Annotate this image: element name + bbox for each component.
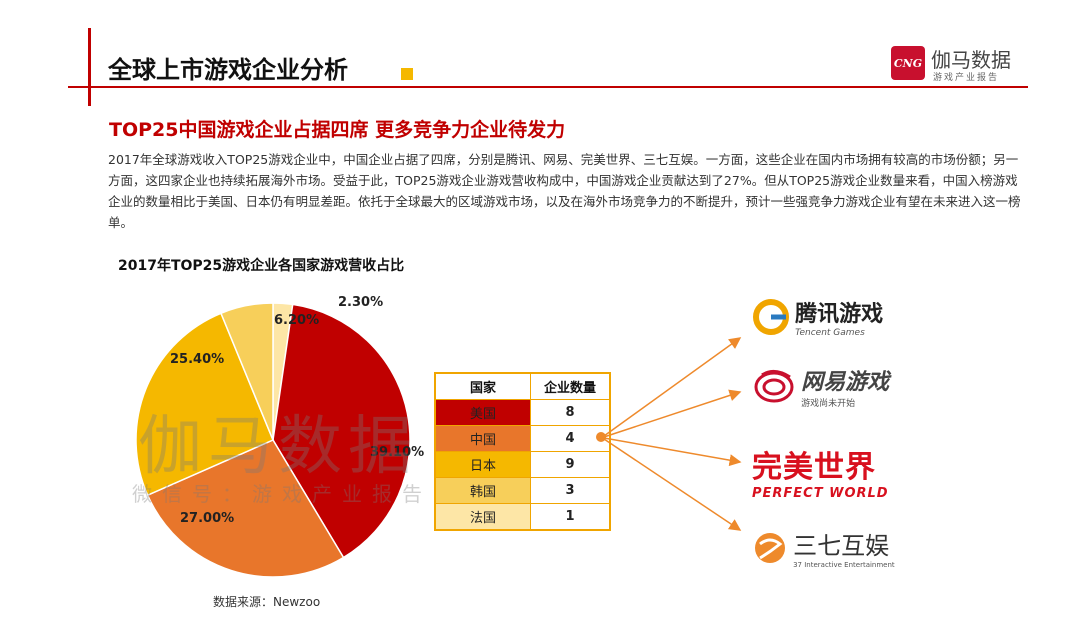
arrow-to-37 — [603, 438, 742, 531]
table-header-country: 国家 — [434, 372, 531, 400]
cng-logo-icon: CNG — [891, 46, 925, 80]
watermark-text: 伽马数据 — [138, 410, 418, 484]
china-row-dot — [596, 432, 606, 442]
pie-slice-label: 25.40% — [170, 352, 224, 367]
table-cell-country: 美国 — [434, 399, 531, 426]
country-company-table: 国家 企业数量 美国 8 中国 4 日本 9 韩国 3 法国 1 — [434, 372, 611, 531]
gamma-data-logo: CNG 伽马数据 游戏产业报告 — [891, 44, 1031, 84]
table-cell-country: 中国 — [434, 425, 531, 452]
section-subtitle: TOP25中国游戏企业占据四席 更多竞争力企业待发力 — [109, 119, 566, 141]
arrow-to-tencent — [603, 337, 742, 437]
37-brand-name: 三七互娱 — [793, 532, 890, 560]
37-logo-icon — [755, 532, 785, 563]
arrow-to-perfect-world — [603, 437, 742, 467]
header-accent-bar — [88, 28, 91, 106]
logo-subtitle: 游戏产业报告 — [933, 73, 1000, 83]
table-row: 韩国 3 — [434, 477, 611, 504]
table-row: 美国 8 — [434, 399, 611, 426]
netease-brand-name: 网易游戏 — [801, 370, 890, 395]
table-row: 中国 4 — [434, 425, 611, 452]
tencent-brand-name: 腾讯游戏 — [795, 302, 884, 327]
page-title: 全球上市游戏企业分析 — [108, 56, 348, 84]
pie-slice — [219, 302, 274, 441]
37-brand-sub: 37 Interactive Entertainment — [793, 561, 895, 569]
perfect-world-logo: 完美世界 PERFECT WORLD — [752, 442, 889, 501]
table-cell-country: 韩国 — [434, 477, 531, 504]
watermark-subtext: 微信号：游戏产业报告 — [132, 482, 432, 506]
37-interactive-logo: 三七互娱 37 Interactive Entertainment — [752, 526, 895, 569]
header-divider — [68, 86, 1028, 88]
table-cell-count: 1 — [530, 503, 611, 531]
pie-chart-title: 2017年TOP25游戏企业各国家游戏营收占比 — [118, 258, 405, 274]
tencent-logo-icon — [753, 299, 789, 335]
pie-slice-label: 27.00% — [180, 511, 234, 526]
data-source: 数据来源：Newzoo — [213, 595, 321, 609]
pie-slice-label: 2.30% — [338, 295, 383, 310]
netease-logo-icon — [754, 369, 794, 402]
pie-slice — [272, 303, 411, 559]
table-cell-country: 法国 — [434, 503, 531, 531]
table-header-row: 国家 企业数量 — [434, 372, 611, 400]
pie-slice-label: 6.20% — [274, 313, 319, 328]
netease-brand-sub: 游戏尚未开始 — [801, 399, 856, 409]
tencent-games-logo: 腾讯游戏 Tencent Games — [752, 296, 883, 338]
arrow-to-netease — [603, 389, 742, 438]
perfect-brand-name: 完美世界 — [752, 450, 876, 485]
title-accent-square — [401, 68, 413, 80]
logo-name: 伽马数据 — [931, 48, 1011, 72]
table-row: 日本 9 — [434, 451, 611, 478]
table-row: 法国 1 — [434, 503, 611, 531]
netease-games-logo: 网易游戏 游戏尚未开始 — [752, 364, 889, 409]
tencent-brand-sub: Tencent Games — [795, 328, 865, 338]
perfect-brand-sub: PERFECT WORLD — [752, 486, 889, 501]
body-paragraph: 2017年全球游戏收入TOP25游戏企业中，中国企业占据了四席，分别是腾讯、网易… — [108, 152, 1021, 230]
pie-slice-label: 39.10% — [370, 445, 424, 460]
pie-slice — [135, 312, 274, 497]
table-cell-count: 3 — [530, 477, 611, 504]
